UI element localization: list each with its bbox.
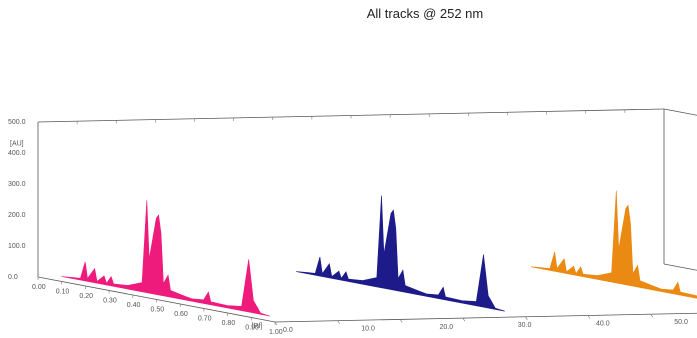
x-tick-label: 0.60	[174, 311, 188, 318]
z-tick-label: 0.0	[283, 327, 293, 334]
axis-ticks	[37, 109, 665, 326]
z-tick-label: 10.0	[361, 325, 375, 332]
frame-line	[663, 108, 697, 116]
y-tick-label: 500.0	[8, 119, 26, 126]
x-tick-label: 0.10	[56, 289, 70, 296]
x-tick-label: 0.30	[103, 298, 117, 305]
y-tick-label: 300.0	[8, 181, 26, 188]
mm-tick	[274, 321, 278, 326]
y-axis-label: [AU]	[10, 141, 24, 148]
z-tick-label: 50.0	[674, 319, 688, 326]
track-1-area	[61, 200, 271, 317]
x-axis-label: [Rf]	[252, 323, 263, 330]
mm-tick	[399, 319, 403, 323]
y-tick-label: 400.0	[8, 150, 26, 157]
x-tick-label: 0.40	[127, 302, 141, 309]
track-2-area	[296, 195, 505, 312]
x-tick-label: 0.50	[151, 307, 165, 314]
track-3-area	[530, 190, 697, 299]
series-group	[61, 190, 697, 317]
z-tick-label: 40.0	[596, 321, 610, 328]
x-tick-label: 0.00	[32, 284, 46, 291]
y-tick-label: 200.0	[8, 212, 26, 219]
mm-tick	[650, 314, 653, 318]
mm-tick	[525, 316, 528, 320]
x-tick-label: 0.90	[245, 325, 259, 332]
mm-tick	[462, 317, 466, 322]
y-tick-label: 0.0	[8, 274, 18, 281]
mm-tick	[337, 320, 340, 324]
frame-line	[663, 263, 697, 271]
z-tick-label: 30.0	[518, 322, 532, 329]
tick-labels: 0.0 100.0 200.0 300.0 400.0 500.0 [AU] 0.00 0.10…	[8, 119, 688, 336]
x-tick-label: 0.70	[198, 316, 212, 323]
frame-line	[274, 312, 697, 323]
x-tick-label: 0.80	[222, 320, 236, 327]
y-tick-label: 100.0	[8, 243, 26, 250]
x-tick-label: 1.00	[269, 329, 283, 336]
chart-title: All tracks @ 252 nm	[366, 6, 484, 21]
x-tick-label: 0.20	[79, 293, 93, 300]
z-tick-label: 20.0	[440, 324, 454, 331]
mm-tick	[587, 315, 591, 319]
